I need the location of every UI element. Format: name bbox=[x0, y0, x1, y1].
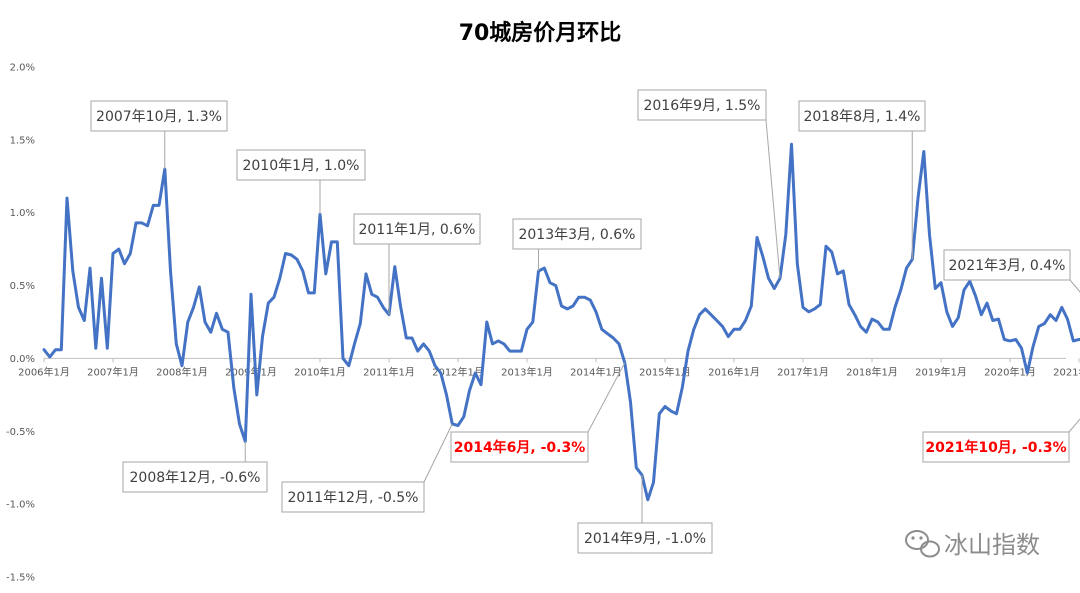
x-tick-label: 2010年1月 bbox=[294, 365, 346, 378]
callout-label: 2016年9月, 1.5% bbox=[643, 98, 760, 114]
x-tick-label: 2021年1月 bbox=[1053, 365, 1080, 378]
chart-title: 70城房价月环比 bbox=[459, 20, 622, 46]
callout-leader bbox=[423, 423, 453, 483]
watermark-text: 冰山指数 bbox=[944, 531, 1040, 559]
callout-box bbox=[798, 100, 926, 132]
y-tick-label: 0.0% bbox=[10, 354, 35, 365]
callout-label: 2007年10月, 1.3% bbox=[96, 109, 222, 125]
callout-label: 2010年1月, 1.0% bbox=[242, 158, 359, 174]
y-tick-label: -1.5% bbox=[6, 573, 35, 584]
y-tick-label: 1.0% bbox=[10, 208, 35, 219]
y-tick-label: -0.5% bbox=[6, 427, 35, 438]
callout-box bbox=[577, 522, 713, 554]
callout-box bbox=[236, 149, 366, 181]
callout-label: 2011年12月, -0.5% bbox=[288, 490, 419, 506]
callout-label: 2011年1月, 0.6% bbox=[358, 222, 475, 238]
x-tick-label: 2012年1月 bbox=[432, 365, 484, 378]
x-axis: 2006年1月 2007年1月 2008年1月 2009年1月 2010年1月 2011年… bbox=[18, 358, 1080, 378]
callout-box bbox=[281, 481, 425, 513]
x-tick-label: 2016年1月 bbox=[708, 365, 760, 378]
x-tick-label: 2018年1月 bbox=[846, 365, 898, 378]
y-tick-label: 0.5% bbox=[10, 281, 35, 292]
x-tick-label: 2015年1月 bbox=[639, 365, 691, 378]
callout-box bbox=[122, 461, 268, 493]
x-tick-label: 2019年1月 bbox=[915, 365, 967, 378]
callout-leader bbox=[765, 119, 781, 279]
watermark: 冰山指数 bbox=[905, 530, 1040, 559]
wechat-icon bbox=[905, 530, 940, 558]
callout-box bbox=[637, 89, 767, 121]
y-tick-label: 2.0% bbox=[10, 63, 35, 74]
x-tick-label: 2006年1月 bbox=[18, 365, 70, 378]
y-tick-label: 1.5% bbox=[10, 135, 35, 146]
callout-label: 2014年6月, -0.3% bbox=[454, 439, 586, 456]
callout-label: 2021年3月, 0.4% bbox=[948, 258, 1065, 274]
callout-leader bbox=[587, 362, 626, 433]
series-line bbox=[42, 142, 1080, 502]
callout-label: 2018年8月, 1.4% bbox=[803, 109, 920, 125]
x-tick-label: 2020年1月 bbox=[984, 365, 1036, 378]
callouts: 2007年10月, 1.3% 2008年12月, -0.6% 2010年1月, 1.… bbox=[90, 89, 1080, 554]
y-axis: 2.0% 1.5% 1.0% 0.5% 0.0% -0.5% -1.0% -1.5% bbox=[6, 63, 35, 584]
y-tick-label: -1.0% bbox=[6, 500, 35, 511]
callout-label: 2014年9月, -1.0% bbox=[584, 531, 706, 547]
callout-box bbox=[512, 218, 642, 250]
x-tick-label: 2013年1月 bbox=[501, 365, 553, 378]
x-tick-label: 2017年1月 bbox=[777, 365, 829, 378]
callout-box bbox=[450, 431, 589, 463]
callout-label: 2013年3月, 0.6% bbox=[518, 227, 635, 243]
callout-box bbox=[943, 249, 1071, 281]
callout-box bbox=[90, 100, 228, 132]
x-tick-label: 2011年1月 bbox=[363, 365, 415, 378]
x-tick-label: 2014年1月 bbox=[570, 365, 622, 378]
callout-label: 2008年12月, -0.6% bbox=[130, 470, 261, 486]
callout-label: 2021年10月, -0.3% bbox=[925, 439, 1066, 456]
callout-leader bbox=[1068, 418, 1080, 433]
callout-box bbox=[922, 431, 1070, 463]
x-tick-label: 2009年1月 bbox=[225, 365, 277, 378]
x-tick-label: 2008年1月 bbox=[156, 365, 208, 378]
callout-box bbox=[353, 213, 481, 245]
callout-leader bbox=[1069, 279, 1080, 293]
x-tick-label: 2007年1月 bbox=[87, 365, 139, 378]
